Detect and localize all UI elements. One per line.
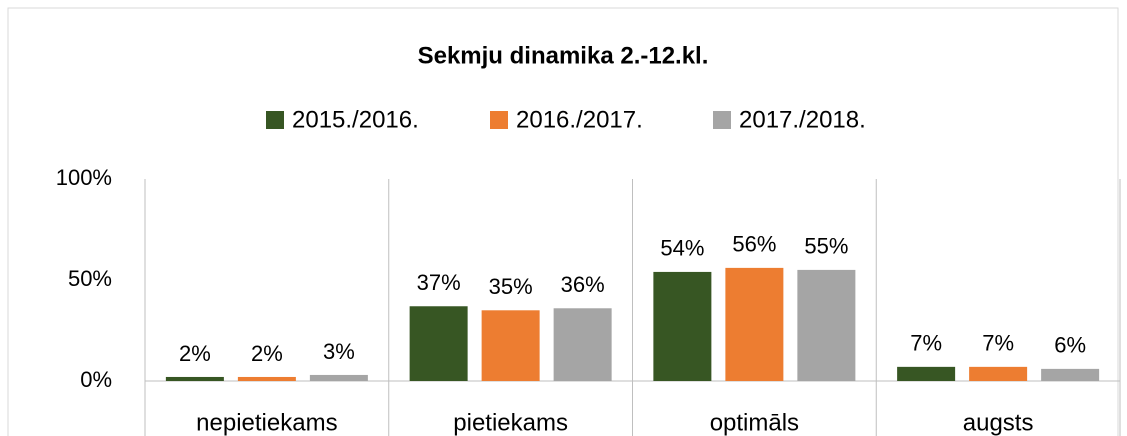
bar bbox=[481, 310, 540, 381]
legend-label: 2015./2016. bbox=[292, 106, 419, 133]
x-tick-label: nepietiekams bbox=[196, 409, 337, 436]
bar bbox=[237, 376, 296, 381]
x-tick-label: optimāls bbox=[710, 409, 799, 436]
chart-title: Sekmju dinamika 2.-12.kl. bbox=[418, 42, 709, 69]
legend-label: 2016./2017. bbox=[516, 106, 643, 133]
x-tick-label: pietiekams bbox=[453, 409, 568, 436]
data-label: 6% bbox=[1054, 333, 1086, 358]
y-tick-label: 0% bbox=[80, 367, 112, 392]
legend-swatch bbox=[713, 111, 731, 129]
bar bbox=[653, 271, 712, 381]
bar bbox=[797, 269, 856, 381]
data-label: 55% bbox=[804, 234, 848, 259]
bar bbox=[969, 366, 1028, 381]
bar bbox=[1041, 368, 1100, 381]
data-label: 37% bbox=[417, 270, 461, 295]
data-label: 56% bbox=[732, 232, 776, 257]
bar bbox=[553, 308, 612, 381]
data-label: 2% bbox=[251, 341, 283, 366]
data-label: 3% bbox=[323, 339, 355, 364]
y-tick-label: 100% bbox=[56, 165, 112, 190]
y-tick-label: 50% bbox=[68, 266, 112, 291]
data-label: 7% bbox=[982, 331, 1014, 356]
bar bbox=[165, 376, 224, 381]
data-label: 54% bbox=[660, 236, 704, 261]
bar bbox=[897, 366, 956, 381]
legend-label: 2017./2018. bbox=[739, 106, 866, 133]
data-label: 7% bbox=[910, 331, 942, 356]
data-label: 36% bbox=[561, 272, 605, 297]
legend-swatch bbox=[266, 111, 284, 129]
bar bbox=[309, 374, 368, 381]
legend-swatch bbox=[490, 111, 508, 129]
x-tick-label: augsts bbox=[963, 409, 1034, 436]
data-label: 2% bbox=[179, 341, 211, 366]
bar bbox=[409, 306, 468, 381]
data-label: 35% bbox=[489, 274, 533, 299]
bar bbox=[725, 267, 784, 381]
